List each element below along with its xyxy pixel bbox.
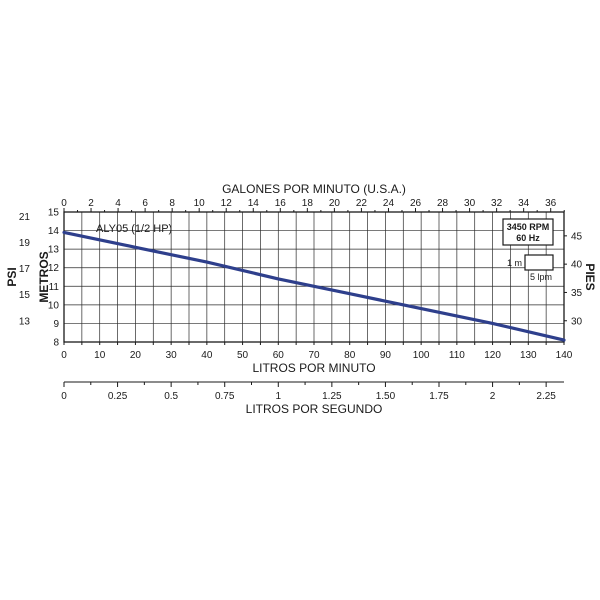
top-tick-label: 30 (464, 198, 476, 209)
lps-tick-label: 1.50 (376, 391, 396, 402)
psi-tick-label: 17 (19, 264, 31, 275)
metros-tick-label: 12 (48, 263, 60, 274)
psi-axis-title: PSI (5, 267, 19, 286)
bottom-tick-label: 80 (344, 350, 356, 361)
lps-tick-label: 2.25 (536, 391, 556, 402)
lps-tick-label: 1 (276, 391, 282, 402)
pies-tick-label: 30 (571, 316, 583, 327)
performance-curve-layer (62, 230, 566, 342)
pies-tick-label: 35 (571, 288, 583, 299)
bottom-tick-label: 140 (556, 350, 573, 361)
bottom-tick-label: 110 (449, 350, 465, 361)
lps-tick-label: 0.75 (215, 391, 235, 402)
top-tick-label: 20 (329, 198, 341, 209)
bottom-tick-label: 40 (201, 350, 213, 361)
metros-axis-title: METROS (37, 251, 51, 302)
psi-tick-label: 21 (19, 212, 31, 223)
lps-tick-label: 0.25 (108, 391, 128, 402)
bottom-tick-label: 130 (520, 350, 537, 361)
bottom-tick-label: 60 (273, 350, 285, 361)
scale-legend-vertical: 1 m (507, 258, 522, 268)
metros-tick-label: 14 (48, 226, 60, 237)
scale-legend-box (524, 254, 554, 271)
bottom-tick-label: 70 (308, 350, 320, 361)
metros-tick-label: 11 (49, 282, 60, 293)
lps-tick-label: 0 (61, 391, 67, 402)
bottom-tick-label: 50 (237, 350, 249, 361)
top-tick-label: 8 (169, 198, 175, 209)
top-tick-label: 14 (248, 198, 260, 209)
top-tick-label: 10 (194, 198, 206, 209)
top-tick-label: 16 (275, 198, 287, 209)
series-label: ALY05 (1/2 HP) (96, 223, 172, 235)
top-tick-label: 22 (356, 198, 368, 209)
top-tick-label: 0 (61, 198, 67, 209)
metros-tick-label: 10 (48, 300, 60, 311)
lps-tick-label: 1.75 (429, 391, 449, 402)
metros-tick-label: 13 (48, 245, 60, 256)
metros-tick-label: 8 (53, 338, 59, 349)
second-bottom-axis-title: LITROS POR SEGUNDO (246, 402, 383, 416)
top-tick-label: 36 (545, 198, 557, 209)
pies-tick-label: 45 (571, 231, 583, 242)
psi-tick-label: 13 (19, 316, 31, 327)
top-tick-label: 24 (383, 198, 395, 209)
psi-tick-label: 19 (19, 238, 31, 249)
tick-labels: 0 10 20 30 40 50 60 70 80 90 100 110 120 130 140891011… (19, 198, 583, 402)
bottom-tick-label: 120 (484, 350, 501, 361)
top-tick-label: 34 (518, 198, 530, 209)
lps-tick-label: 1.25 (322, 391, 342, 402)
top-tick-label: 4 (115, 198, 121, 209)
top-tick-label: 26 (410, 198, 422, 209)
top-tick-label: 18 (302, 198, 314, 209)
top-tick-label: 6 (142, 198, 148, 209)
bottom-axis-title: LITROS POR MINUTO (252, 361, 375, 375)
bottom-tick-label: 30 (166, 350, 178, 361)
psi-tick-label: 15 (19, 290, 31, 301)
hz-label: 60 Hz (516, 233, 540, 243)
pies-tick-label: 40 (571, 260, 583, 271)
rpm-label: 3450 RPM (507, 222, 550, 232)
scale-legend-horizontal: 5 lpm (530, 272, 552, 282)
bottom-tick-label: 100 (413, 350, 430, 361)
bottom-tick-label: 0 (61, 350, 67, 361)
top-tick-label: 28 (437, 198, 449, 209)
lps-tick-label: 2 (490, 391, 496, 402)
top-tick-label: 12 (221, 198, 233, 209)
metros-tick-label: 9 (53, 319, 59, 330)
metros-tick-label: 15 (48, 208, 60, 219)
bottom-tick-label: 10 (94, 350, 106, 361)
pies-axis-title: PIES (583, 263, 597, 290)
chart-grid (63, 211, 565, 343)
rpm-info-box (502, 218, 554, 246)
performance-curve-line (62, 230, 566, 342)
lps-tick-label: 0.5 (164, 391, 178, 402)
bottom-tick-label: 20 (130, 350, 142, 361)
top-tick-label: 32 (491, 198, 503, 209)
bottom-tick-label: 90 (380, 350, 392, 361)
top-tick-label: 2 (88, 198, 94, 209)
top-axis-title: GALONES POR MINUTO (U.S.A.) (222, 182, 406, 196)
